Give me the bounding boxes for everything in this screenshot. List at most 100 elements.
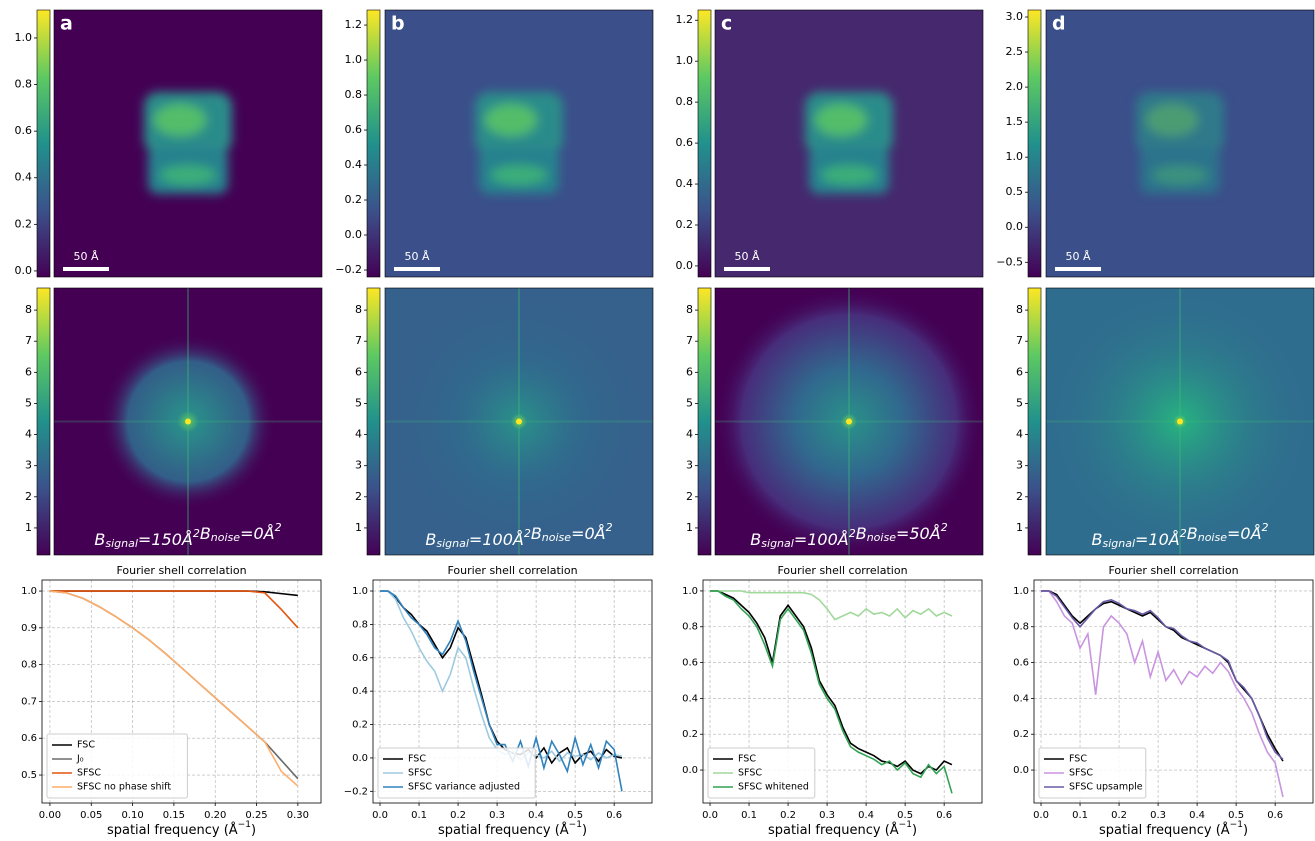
colorbar-tick-label: −0.5 xyxy=(996,255,1023,268)
annotation-sub: noise xyxy=(542,531,571,544)
x-axis-label: spatial frequency (Å−1) xyxy=(768,820,917,838)
colorbar-tick-label: 0.6 xyxy=(676,136,694,149)
colorbar xyxy=(36,287,51,556)
chart-title: Fourier shell correlation xyxy=(116,564,246,577)
legend-label: SFSC variance adjusted xyxy=(408,782,520,793)
colorbar xyxy=(1027,9,1042,278)
image xyxy=(1046,10,1314,277)
colorbar-tick-label: 5 xyxy=(1016,396,1023,409)
colorbar-tick-label: 4 xyxy=(355,428,362,441)
chart-title: Fourier shell correlation xyxy=(1108,564,1238,577)
annotation-sub: noise xyxy=(1198,531,1227,544)
y-tick-label: 0.2 xyxy=(1013,729,1029,740)
image-frame xyxy=(1045,9,1315,278)
image xyxy=(385,288,653,555)
series-line xyxy=(710,590,953,621)
scale-bar xyxy=(394,267,440,271)
colorbar-tick-label: 4 xyxy=(686,428,693,441)
annotation: Bsignal=150Å2Bnoise=0Å2 xyxy=(94,521,281,550)
x-axis-label-end: ) xyxy=(912,823,917,838)
y-tick-label: 0.9 xyxy=(21,623,37,634)
annotation-sub: signal xyxy=(436,537,469,550)
colorbar-tick-label: 1 xyxy=(355,521,362,534)
x-tick-label: 0.20 xyxy=(204,810,226,821)
density xyxy=(805,92,893,194)
series-line xyxy=(380,590,623,765)
scale-bar-label: 50 Å xyxy=(1065,250,1090,263)
y-tick-label: 0.2 xyxy=(682,729,698,740)
colorbar-tick-label: 0.2 xyxy=(676,218,694,231)
colorbar-tick-label: 1 xyxy=(25,521,32,534)
image xyxy=(385,10,653,277)
legend-box xyxy=(1038,747,1147,799)
legend-label: FSC xyxy=(1069,754,1087,765)
density-core xyxy=(154,104,206,136)
y-tick-label: 0.5 xyxy=(21,770,37,781)
x-tick-label: 0.30 xyxy=(287,810,309,821)
annotation-symbol: B xyxy=(200,524,211,543)
colorbar-tick-label: 2.5 xyxy=(1006,45,1024,58)
colorbar-tick-label: 0.8 xyxy=(676,95,694,108)
annotation: Bsignal=100Å2Bnoise=50Å2 xyxy=(750,521,947,550)
y-tick-label: 0.6 xyxy=(21,733,37,744)
x-tick-label: 0.4 xyxy=(528,810,544,821)
legend-label: SFSC xyxy=(77,768,101,779)
scale-bar xyxy=(724,267,770,271)
x-tick-label: 0.6 xyxy=(936,810,952,821)
colorbar xyxy=(697,287,712,556)
y-tick-label: 0.6 xyxy=(682,658,698,669)
legend-label: J₀ xyxy=(76,754,84,765)
colorbar-tick-label: 0.4 xyxy=(345,158,363,171)
x-tick-label: 0.5 xyxy=(567,810,583,821)
image-frame xyxy=(714,9,984,278)
colorbar-tick-label: 0.6 xyxy=(15,124,33,137)
colorbar-tick-label: 3 xyxy=(686,459,693,472)
image xyxy=(1046,288,1314,555)
colorbar-tick-label: 0.0 xyxy=(676,259,694,272)
y-tick-label: −0.2 xyxy=(344,786,368,797)
y-tick-label: 0.4 xyxy=(682,693,698,704)
x-tick-label: 0.0 xyxy=(702,810,718,821)
plot-frame xyxy=(1033,579,1314,804)
y-tick-label: 0.0 xyxy=(682,765,698,776)
colorbar-tick-label: 1.2 xyxy=(345,18,363,31)
colorbar-tick-label: 1.0 xyxy=(345,53,363,66)
annotation: Bsignal=100Å2Bnoise=0Å2 xyxy=(425,521,612,550)
colorbar-tick-label: 1 xyxy=(686,521,693,534)
colorbar-tick-label: 0.0 xyxy=(15,264,33,277)
y-tick-label: 1.0 xyxy=(352,586,368,597)
panel-label: a xyxy=(60,13,73,35)
x-tick-label: 0.4 xyxy=(858,810,874,821)
x-tick-label: 0.5 xyxy=(897,810,913,821)
colorbar xyxy=(1027,287,1042,556)
colorbar xyxy=(36,9,51,278)
series-line xyxy=(710,590,953,775)
panel-label: b xyxy=(391,13,405,35)
x-axis-label-text: spatial frequency (Å xyxy=(107,822,238,838)
colorbar-tick-label: 0.0 xyxy=(1006,220,1024,233)
colorbar-tick-label: 1.0 xyxy=(1006,150,1024,163)
plot-frame xyxy=(372,579,653,804)
legend-label: SFSC xyxy=(408,768,432,779)
density-core xyxy=(1146,104,1198,136)
colorbar-tick-label: 3.0 xyxy=(1006,10,1024,23)
y-tick-label: 0.7 xyxy=(21,696,37,707)
colorbar-tick-label: 2 xyxy=(25,490,32,503)
series-line xyxy=(1041,590,1284,762)
y-tick-label: 0.6 xyxy=(352,653,368,664)
colorbar-tick-label: 7 xyxy=(1016,334,1023,347)
colorbar-tick-label: 2 xyxy=(1016,490,1023,503)
y-tick-label: 1.0 xyxy=(21,586,37,597)
y-tick-label: 1.0 xyxy=(682,586,698,597)
colorbar xyxy=(697,9,712,278)
density-core xyxy=(1152,165,1208,185)
annotation-symbol: B xyxy=(1091,530,1102,549)
x-tick-label: 0.5 xyxy=(1228,810,1244,821)
colorbar-tick-label: 0.6 xyxy=(345,123,363,136)
x-tick-label: 0.1 xyxy=(411,810,427,821)
annotation-symbol: B xyxy=(531,524,542,543)
series-line xyxy=(380,590,623,792)
annotation-text: =10Å xyxy=(1135,530,1180,549)
density-core xyxy=(815,104,867,136)
y-tick-label: 0.8 xyxy=(21,660,37,671)
